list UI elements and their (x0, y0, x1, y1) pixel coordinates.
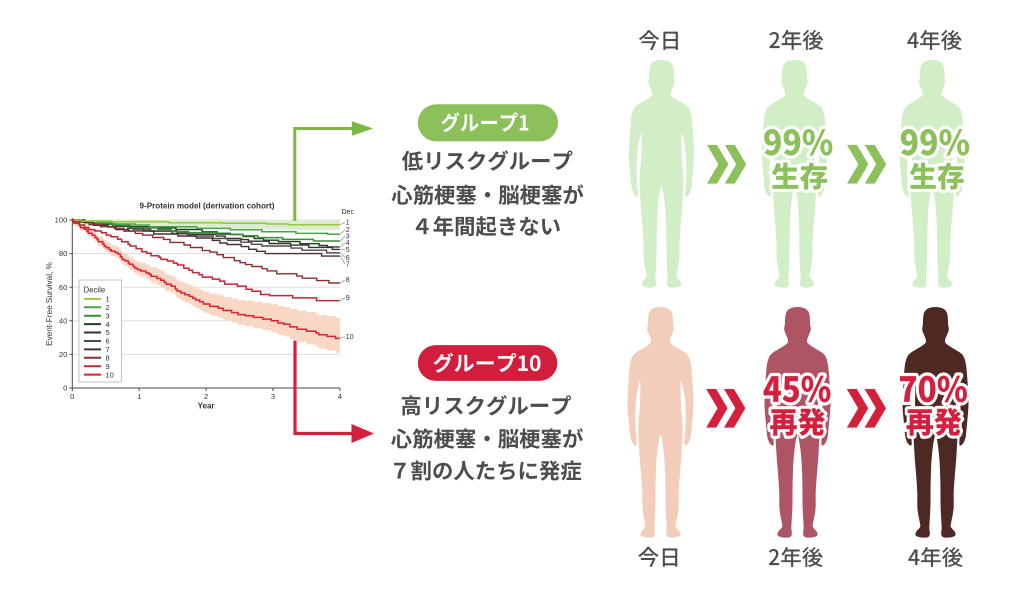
svg-text:1: 1 (106, 295, 110, 304)
svg-text:0: 0 (63, 384, 67, 393)
svg-text:10: 10 (346, 334, 354, 341)
svg-text:2: 2 (204, 392, 208, 401)
svg-text:3: 3 (271, 392, 275, 401)
svg-text:40: 40 (59, 316, 67, 325)
svg-text:3: 3 (346, 234, 350, 241)
svg-text:2: 2 (346, 227, 350, 234)
svg-text:20: 20 (59, 350, 67, 359)
svg-text:7: 7 (106, 345, 110, 354)
svg-text:4: 4 (338, 392, 342, 401)
svg-text:5: 5 (106, 328, 110, 337)
svg-text:6: 6 (346, 255, 350, 262)
svg-text:100: 100 (55, 216, 68, 225)
svg-text:1: 1 (137, 392, 141, 401)
svg-text:80: 80 (59, 249, 67, 258)
svg-text:Event-Free Survival, %: Event-Free Survival, % (45, 262, 54, 346)
svg-text:9: 9 (346, 295, 350, 302)
svg-text:8: 8 (346, 277, 350, 284)
svg-text:0: 0 (70, 392, 74, 401)
svg-text:10: 10 (106, 370, 114, 379)
svg-text:8: 8 (106, 354, 110, 363)
svg-text:1: 1 (346, 220, 350, 227)
svg-text:5: 5 (346, 247, 350, 254)
svg-text:Year: Year (198, 402, 215, 411)
svg-text:Decile: Decile (84, 286, 106, 295)
svg-text:4: 4 (106, 320, 110, 329)
svg-text:6: 6 (106, 337, 110, 346)
svg-text:3: 3 (106, 311, 110, 320)
svg-text:60: 60 (59, 283, 67, 292)
svg-text:7: 7 (346, 261, 350, 268)
svg-text:9: 9 (106, 362, 110, 371)
svg-text:Dec: Dec (342, 209, 355, 216)
svg-text:9-Protein model (derivation co: 9-Protein model (derivation cohort) (140, 202, 275, 211)
svg-text:2: 2 (106, 303, 110, 312)
svg-text:4: 4 (346, 240, 350, 247)
